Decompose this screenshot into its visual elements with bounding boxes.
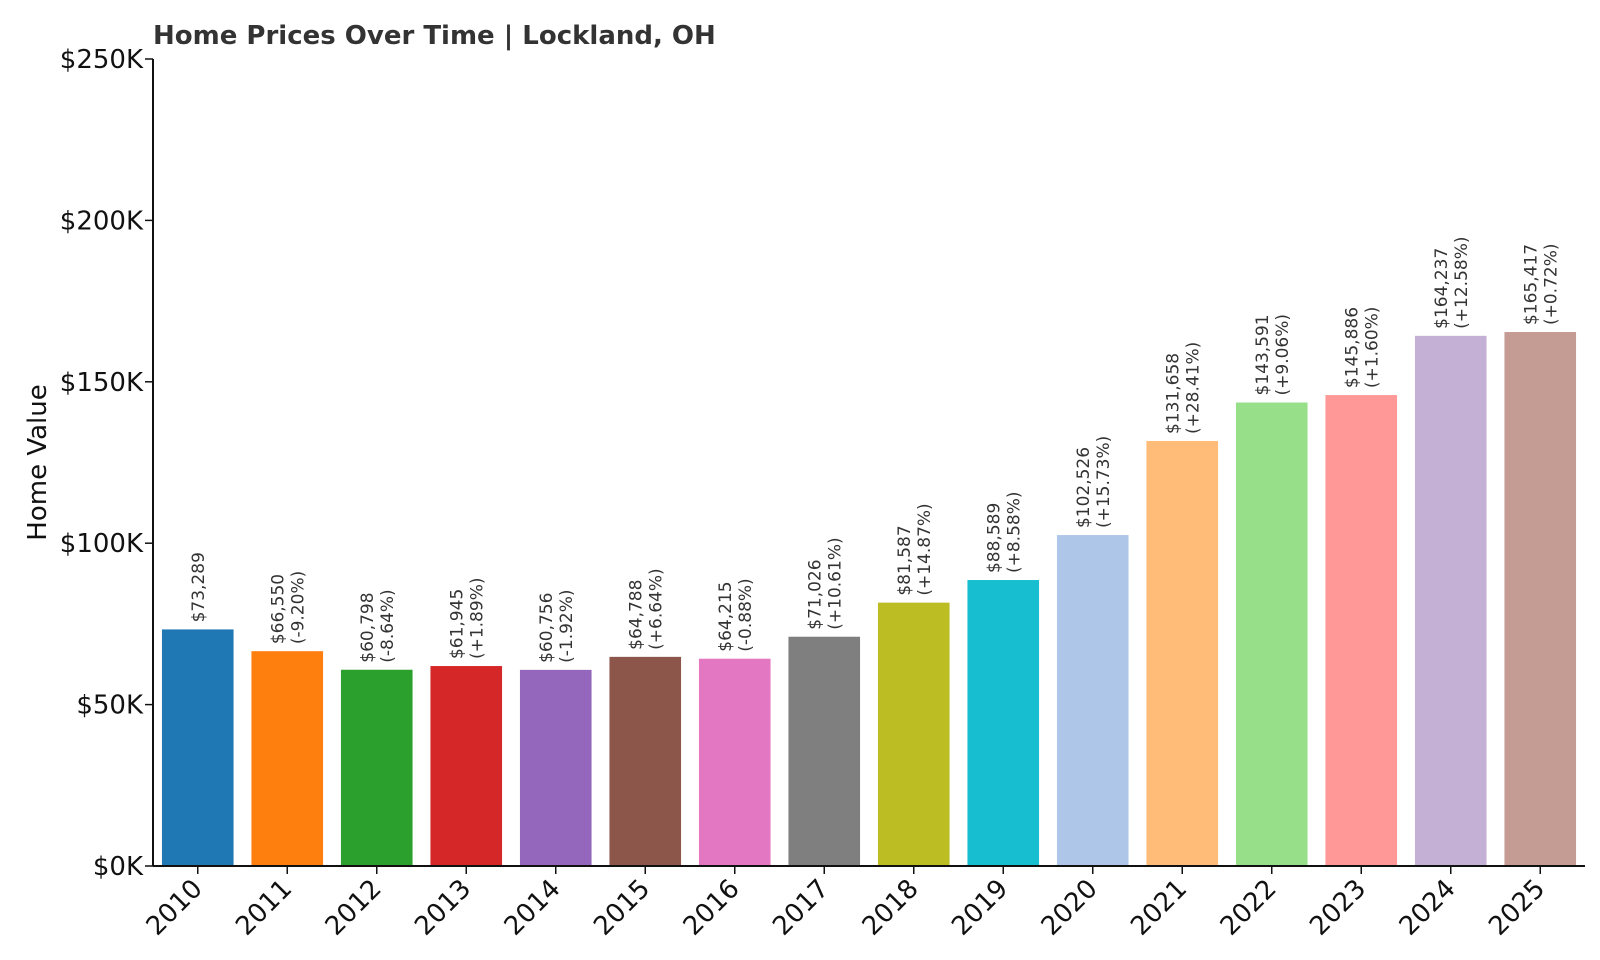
change-label: (-8.64%) bbox=[378, 589, 398, 662]
x-axis: 2010 2011 2012 2013 2014 2015 2016 2017 2018 2019… bbox=[141, 865, 1585, 942]
x-tick-label-2023: 2023 bbox=[1304, 874, 1372, 942]
bar-2014 bbox=[519, 669, 592, 866]
value-label: $88,589 bbox=[984, 503, 1004, 573]
value-label: $73,289 bbox=[189, 552, 209, 622]
change-label: (+14.87%) bbox=[915, 503, 935, 595]
value-label: $64,788 bbox=[626, 580, 646, 650]
data-label-2015: $64,788(+6.64%) bbox=[626, 568, 666, 650]
change-label: (-9.20%) bbox=[288, 571, 308, 644]
x-tick-label-2014: 2014 bbox=[499, 874, 567, 942]
change-label: (+15.73%) bbox=[1094, 436, 1114, 528]
data-labels-group: $73,289 $66,550(-9.20%) $60,798(-8.64%) $61… bbox=[189, 236, 1562, 662]
data-label-2013: $61,945(+1.89%) bbox=[447, 578, 487, 660]
data-label-2023: $145,886(+1.60%) bbox=[1342, 307, 1382, 389]
value-label: $60,798 bbox=[358, 592, 378, 662]
data-label-2011: $66,550(-9.20%) bbox=[268, 571, 308, 644]
bar-2025 bbox=[1504, 332, 1577, 866]
bar-2022 bbox=[1235, 402, 1308, 866]
change-label: (-1.92%) bbox=[557, 589, 577, 662]
data-label-2010: $73,289 bbox=[189, 552, 209, 622]
bar-2018 bbox=[877, 602, 950, 866]
x-tick-label-2011: 2011 bbox=[230, 874, 298, 942]
data-label-2017: $71,026(+10.61%) bbox=[805, 537, 845, 629]
y-axis-label: Home Value bbox=[23, 384, 53, 540]
bar-2019 bbox=[967, 580, 1040, 866]
value-label: $102,526 bbox=[1074, 447, 1094, 528]
y-axis: $0K $50K $100K $150K $200K $250K bbox=[60, 45, 154, 882]
value-label: $145,886 bbox=[1342, 307, 1362, 388]
change-label: (+8.58%) bbox=[1004, 492, 1024, 574]
data-label-2018: $81,587(+14.87%) bbox=[895, 503, 935, 595]
bar-2016 bbox=[698, 658, 771, 866]
change-label: (-0.88%) bbox=[736, 578, 756, 651]
data-label-2020: $102,526(+15.73%) bbox=[1074, 436, 1114, 528]
value-label: $165,417 bbox=[1521, 244, 1541, 325]
y-tick-label: $200K bbox=[60, 206, 144, 236]
bar-2020 bbox=[1056, 535, 1129, 866]
x-tick-label-2025: 2025 bbox=[1483, 874, 1551, 942]
x-tick-label-2016: 2016 bbox=[678, 874, 746, 942]
bar-2021 bbox=[1146, 441, 1219, 866]
change-label: (+6.64%) bbox=[646, 568, 666, 650]
change-label: (+0.72%) bbox=[1541, 244, 1561, 326]
data-label-2024: $164,237(+12.58%) bbox=[1432, 236, 1472, 328]
chart-title: Home Prices Over Time | Lockland, OH bbox=[153, 21, 716, 51]
change-label: (+9.06%) bbox=[1273, 314, 1293, 396]
value-label: $131,658 bbox=[1163, 353, 1183, 434]
value-label: $81,587 bbox=[895, 525, 915, 595]
data-label-2014: $60,756(-1.92%) bbox=[537, 589, 577, 662]
data-label-2021: $131,658(+28.41%) bbox=[1163, 342, 1203, 434]
data-label-2022: $143,591(+9.06%) bbox=[1253, 314, 1293, 396]
bars-group bbox=[161, 332, 1577, 867]
x-tick-label-2013: 2013 bbox=[409, 874, 477, 942]
x-tick-label-2015: 2015 bbox=[588, 874, 656, 942]
bar-2024 bbox=[1414, 335, 1487, 867]
bar-2012 bbox=[340, 669, 413, 866]
data-label-2016: $64,215(-0.88%) bbox=[716, 578, 756, 651]
x-tick-label-2019: 2019 bbox=[946, 874, 1014, 942]
change-label: (+28.41%) bbox=[1183, 342, 1203, 434]
data-label-2012: $60,798(-8.64%) bbox=[358, 589, 398, 662]
change-label: (+10.61%) bbox=[825, 537, 845, 629]
bar-2015 bbox=[609, 656, 682, 866]
y-tick-label: $150K bbox=[60, 368, 144, 398]
bar-2023 bbox=[1325, 395, 1398, 866]
bar-2010 bbox=[161, 629, 234, 866]
value-label: $164,237 bbox=[1432, 248, 1452, 329]
x-tick-label-2021: 2021 bbox=[1125, 874, 1193, 942]
x-tick-label-2022: 2022 bbox=[1215, 874, 1283, 942]
change-label: (+12.58%) bbox=[1452, 236, 1472, 328]
data-label-2025: $165,417(+0.72%) bbox=[1521, 244, 1561, 326]
change-label: (+1.89%) bbox=[467, 578, 487, 660]
value-label: $61,945 bbox=[447, 589, 467, 659]
change-label: (+1.60%) bbox=[1362, 307, 1382, 389]
value-label: $143,591 bbox=[1253, 314, 1273, 395]
x-tick-label-2012: 2012 bbox=[320, 874, 388, 942]
x-tick-label-2010: 2010 bbox=[141, 874, 209, 942]
bar-2013 bbox=[430, 666, 503, 866]
y-tick-label: $100K bbox=[60, 529, 144, 559]
value-label: $60,756 bbox=[537, 593, 557, 663]
data-label-2019: $88,589(+8.58%) bbox=[984, 492, 1024, 574]
x-tick-label-2018: 2018 bbox=[857, 874, 925, 942]
value-label: $66,550 bbox=[268, 574, 288, 644]
value-label: $64,215 bbox=[716, 581, 736, 651]
value-label: $71,026 bbox=[805, 559, 825, 629]
x-tick-label-2020: 2020 bbox=[1036, 874, 1104, 942]
x-tick-label-2024: 2024 bbox=[1394, 874, 1462, 942]
y-tick-label: $250K bbox=[60, 45, 144, 75]
x-tick-label-2017: 2017 bbox=[767, 874, 835, 942]
y-tick-label: $0K bbox=[93, 852, 144, 882]
y-tick-label: $50K bbox=[76, 691, 144, 721]
bar-2011 bbox=[251, 651, 324, 866]
bar-2017 bbox=[788, 636, 861, 866]
